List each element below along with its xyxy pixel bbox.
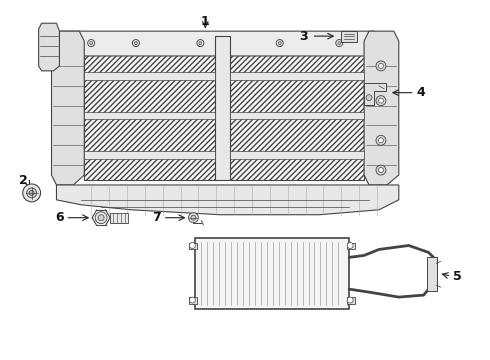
Circle shape [134, 41, 137, 45]
Polygon shape [51, 31, 84, 185]
Circle shape [88, 40, 95, 46]
Polygon shape [84, 151, 215, 159]
Polygon shape [230, 72, 364, 80]
Circle shape [189, 213, 198, 223]
Circle shape [336, 40, 343, 46]
Circle shape [347, 297, 353, 303]
Circle shape [278, 41, 281, 45]
FancyBboxPatch shape [190, 243, 197, 249]
Circle shape [95, 212, 107, 224]
FancyBboxPatch shape [347, 243, 355, 249]
Text: 2: 2 [19, 174, 28, 186]
FancyBboxPatch shape [347, 297, 355, 304]
Text: 7: 7 [152, 211, 161, 224]
Text: 6: 6 [55, 211, 63, 224]
Circle shape [199, 41, 202, 45]
Circle shape [338, 41, 341, 45]
Circle shape [378, 98, 383, 103]
Circle shape [376, 96, 386, 105]
Polygon shape [364, 31, 399, 185]
Circle shape [26, 188, 37, 198]
Circle shape [366, 95, 372, 100]
Circle shape [376, 61, 386, 71]
Text: 1: 1 [201, 15, 210, 28]
Circle shape [376, 165, 386, 175]
Polygon shape [56, 185, 399, 215]
Polygon shape [84, 36, 215, 180]
Polygon shape [56, 31, 379, 56]
FancyBboxPatch shape [201, 242, 343, 305]
Polygon shape [230, 112, 364, 120]
FancyBboxPatch shape [196, 238, 349, 309]
Polygon shape [230, 36, 364, 180]
Polygon shape [39, 23, 59, 71]
Circle shape [376, 135, 386, 145]
Circle shape [197, 40, 204, 46]
FancyBboxPatch shape [190, 297, 197, 304]
Polygon shape [84, 72, 215, 80]
Polygon shape [215, 36, 230, 180]
Circle shape [378, 138, 383, 143]
FancyBboxPatch shape [341, 31, 357, 42]
Circle shape [190, 297, 196, 303]
Text: 4: 4 [416, 86, 425, 99]
Circle shape [132, 40, 139, 46]
Circle shape [191, 215, 196, 220]
Circle shape [347, 243, 353, 248]
FancyBboxPatch shape [427, 257, 437, 291]
Circle shape [190, 243, 196, 248]
Circle shape [90, 41, 93, 45]
FancyBboxPatch shape [110, 213, 128, 223]
Polygon shape [230, 151, 364, 159]
Polygon shape [84, 112, 215, 120]
Circle shape [378, 168, 383, 172]
Circle shape [276, 40, 283, 46]
Text: 3: 3 [299, 30, 308, 42]
Polygon shape [364, 83, 386, 105]
Circle shape [98, 215, 104, 221]
Circle shape [378, 63, 383, 68]
Text: 5: 5 [453, 270, 462, 283]
Circle shape [23, 184, 41, 202]
Circle shape [29, 190, 34, 195]
